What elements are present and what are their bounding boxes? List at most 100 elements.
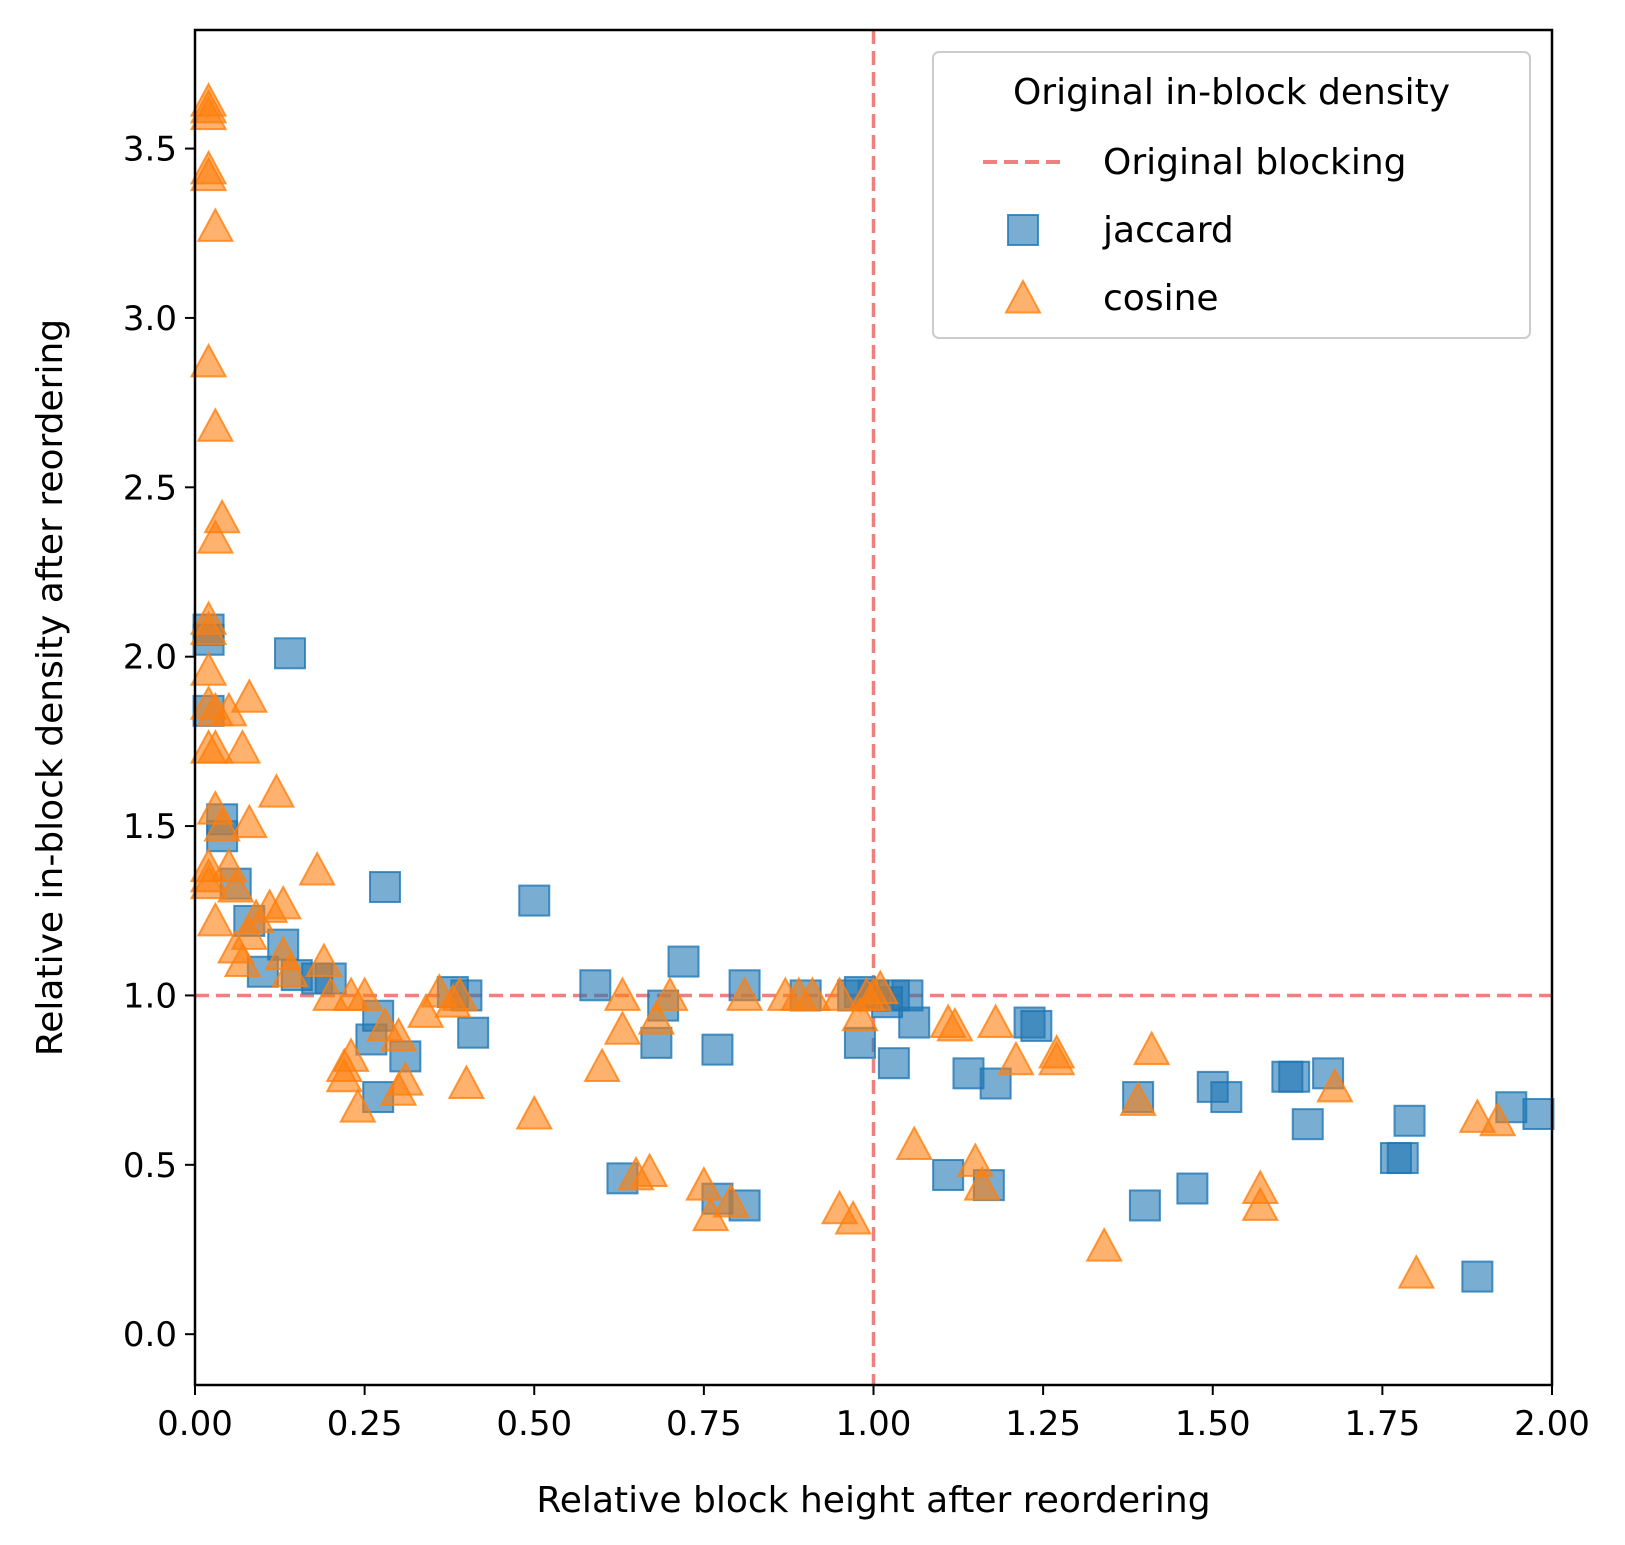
x-tick-label: 0.00: [157, 1404, 233, 1444]
data-point-cosine: [230, 678, 268, 713]
data-point-cosine: [440, 976, 479, 1011]
data-point-jaccard: [1386, 1142, 1419, 1175]
data-point-jaccard: [1291, 1108, 1324, 1141]
data-point-jaccard: [1020, 1009, 1053, 1042]
y-tick-label: 3.5: [123, 130, 177, 170]
axis-ticks: 0.00 0.25 0.50 0.75 1.00 1.25 1.50 1.75 2.00 0.0 0…: [123, 130, 1590, 1444]
data-point-cosine: [1316, 1067, 1354, 1103]
data-point-cosine: [603, 1010, 642, 1045]
data-point-cosine: [230, 803, 268, 839]
legend-label-original-blocking: Original blocking: [1103, 142, 1407, 183]
data-point-cosine: [1133, 1030, 1171, 1066]
data-point-cosine: [189, 342, 228, 378]
data-point-cosine: [1085, 1227, 1123, 1262]
data-point-cosine: [834, 1199, 872, 1235]
x-axis-label: Relative block height after reordering: [536, 1480, 1210, 1521]
data-point-cosine: [956, 1142, 994, 1177]
data-point-cosine: [841, 996, 879, 1032]
legend-label-jaccard: jaccard: [1102, 210, 1234, 251]
data-point-jaccard: [273, 637, 306, 670]
data-point-cosine: [861, 969, 899, 1005]
data-point-cosine: [217, 867, 255, 903]
data-point-cosine: [223, 942, 262, 978]
legend-label-cosine: cosine: [1103, 278, 1219, 319]
data-point-jaccard: [457, 1016, 490, 1049]
axes-border: [193, 28, 1554, 1387]
data-point-cosine: [196, 407, 235, 442]
data-point-cosine: [189, 610, 228, 646]
data-point-cosine: [264, 884, 302, 920]
data-point-cosine: [223, 729, 262, 764]
x-tick-label: 1.00: [836, 1404, 912, 1444]
data-point-cosine: [637, 1000, 676, 1035]
data-point-cosine: [712, 1182, 750, 1218]
data-point-cosine: [820, 976, 859, 1011]
data-point-cosine: [725, 976, 764, 1011]
data-point-cosine: [1479, 1101, 1517, 1137]
data-point-jaccard: [368, 871, 401, 904]
data-point-cosine: [936, 1006, 974, 1042]
data-point-cosine: [379, 1016, 418, 1052]
data-point-cosine: [305, 942, 343, 978]
x-tick-label: 1.50: [1175, 1404, 1251, 1444]
data-point-cosine: [603, 976, 642, 1011]
data-point-cosine: [1038, 1040, 1076, 1076]
data-point-cosine: [386, 1061, 425, 1096]
data-point-jaccard: [1210, 1081, 1243, 1114]
data-point-cosine: [345, 976, 384, 1011]
data-point-cosine: [189, 864, 228, 900]
y-tick-label: 2.5: [123, 468, 177, 508]
data-point-cosine: [685, 1166, 723, 1201]
data-point-cosine: [230, 915, 268, 950]
y-tick-label: 1.5: [123, 807, 177, 847]
data-point-jaccard: [1128, 1189, 1161, 1222]
data-point-jaccard: [579, 969, 612, 1002]
data-point-cosine: [1397, 1254, 1435, 1289]
data-point-jaccard: [1522, 1098, 1555, 1130]
data-point-cosine: [976, 1003, 1015, 1038]
data-point-cosine: [515, 1094, 553, 1130]
data-point-cosine: [630, 1152, 669, 1188]
data-point-cosine: [271, 952, 309, 988]
data-point-jaccard: [891, 979, 924, 1012]
data-point-jaccard: [898, 1006, 931, 1039]
x-tick-label: 0.75: [666, 1404, 742, 1444]
data-point-cosine: [1119, 1081, 1157, 1116]
data-point-cosine: [196, 519, 235, 554]
data-point-jaccard: [952, 1057, 985, 1090]
data-point-cosine: [196, 901, 235, 937]
data-point-cosine: [196, 729, 235, 764]
data-point-jaccard: [1278, 1060, 1311, 1093]
y-tick-label: 2.0: [123, 638, 177, 678]
x-tick-label: 1.75: [1345, 1404, 1421, 1444]
x-tick-label: 0.50: [496, 1404, 572, 1444]
data-point-jaccard: [667, 945, 700, 978]
legend-box: [932, 51, 1531, 339]
data-point-cosine: [407, 993, 445, 1028]
data-point-jaccard: [1176, 1172, 1209, 1205]
legend-title: Original in-block density: [1013, 72, 1450, 113]
data-point-cosine: [196, 691, 235, 727]
data-point-cosine: [257, 773, 296, 808]
data-point-cosine: [997, 1040, 1035, 1076]
data-point-cosine: [189, 95, 228, 131]
data-point-cosine: [189, 651, 228, 686]
legend-swatch-jaccard: [1007, 214, 1039, 246]
x-tick-label: 0.25: [327, 1404, 403, 1444]
data-point-cosine: [196, 207, 235, 242]
data-point-cosine: [189, 156, 228, 192]
data-point-jaccard: [518, 884, 551, 917]
legend: Original in-block density Original block…: [932, 51, 1531, 339]
y-axis-label: Relative in-block density after reorderi…: [30, 319, 71, 1056]
data-point-jaccard: [1393, 1104, 1426, 1137]
data-point-cosine: [447, 1064, 486, 1099]
data-point-jaccard: [1461, 1260, 1494, 1293]
x-tick-label: 1.25: [1005, 1404, 1081, 1444]
axes-frame: [193, 28, 1554, 1387]
y-tick-label: 3.0: [123, 299, 177, 339]
plot-area: [189, 30, 1555, 1385]
y-tick-label: 1.0: [123, 976, 177, 1016]
data-point-cosine: [298, 850, 336, 886]
